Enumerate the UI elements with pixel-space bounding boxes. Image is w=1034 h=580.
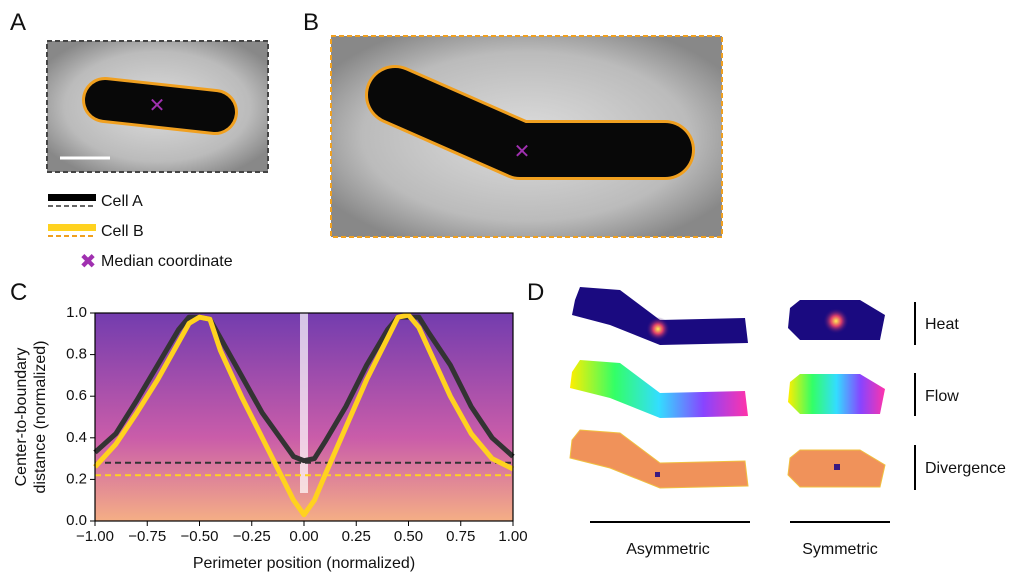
panel-label: C <box>10 279 27 306</box>
legend-label: Cell A <box>101 193 143 210</box>
x-tick-label: −1.00 <box>76 528 114 545</box>
x-tick-label: −0.25 <box>233 528 271 545</box>
x-axis-label: Perimeter position (normalized) <box>193 555 415 572</box>
x-tick-label: 0.75 <box>446 528 475 545</box>
panel-label: D <box>527 279 544 306</box>
cell-a-image: ✕ <box>47 41 268 172</box>
svg-text:✕: ✕ <box>514 141 531 163</box>
y-axis-label: Center-to-boundary <box>13 348 30 487</box>
y-tick-label: 0.4 <box>66 429 87 446</box>
y-tick-label: 0.6 <box>66 387 87 404</box>
field-images <box>570 287 915 522</box>
svg-text:✕: ✕ <box>149 95 166 117</box>
svg-text:✖: ✖ <box>80 251 97 273</box>
panel-label: B <box>303 9 319 36</box>
x-tick-label: −0.50 <box>181 528 219 545</box>
y-tick-label: 1.0 <box>66 304 87 321</box>
y-axis-label: distance (normalized) <box>32 341 49 494</box>
legend-label: Cell B <box>101 223 144 240</box>
cell-b-image: ✕ <box>331 36 722 237</box>
x-tick-label: 0.00 <box>289 528 318 545</box>
x-tick-label: 1.00 <box>498 528 527 545</box>
column-label: Symmetric <box>802 541 878 558</box>
legend-label: Median coordinate <box>101 253 233 270</box>
y-tick-label: 0.0 <box>66 512 87 529</box>
row-label: Flow <box>925 388 959 405</box>
legend: Cell A Cell B ✖ Median coordinate <box>48 193 233 273</box>
column-label: Asymmetric <box>626 541 710 558</box>
y-tick-label: 0.2 <box>66 470 87 487</box>
x-tick-label: 0.25 <box>342 528 371 545</box>
y-tick-label: 0.8 <box>66 346 87 363</box>
panel-label: A <box>10 9 26 36</box>
x-tick-label: −0.75 <box>128 528 166 545</box>
row-label: Divergence <box>925 460 1006 477</box>
figure: A B C D ✕ ✕ Cell A Cell B ✖ Median coord… <box>0 0 1034 575</box>
row-label: Heat <box>925 316 959 333</box>
x-tick-label: 0.50 <box>394 528 423 545</box>
